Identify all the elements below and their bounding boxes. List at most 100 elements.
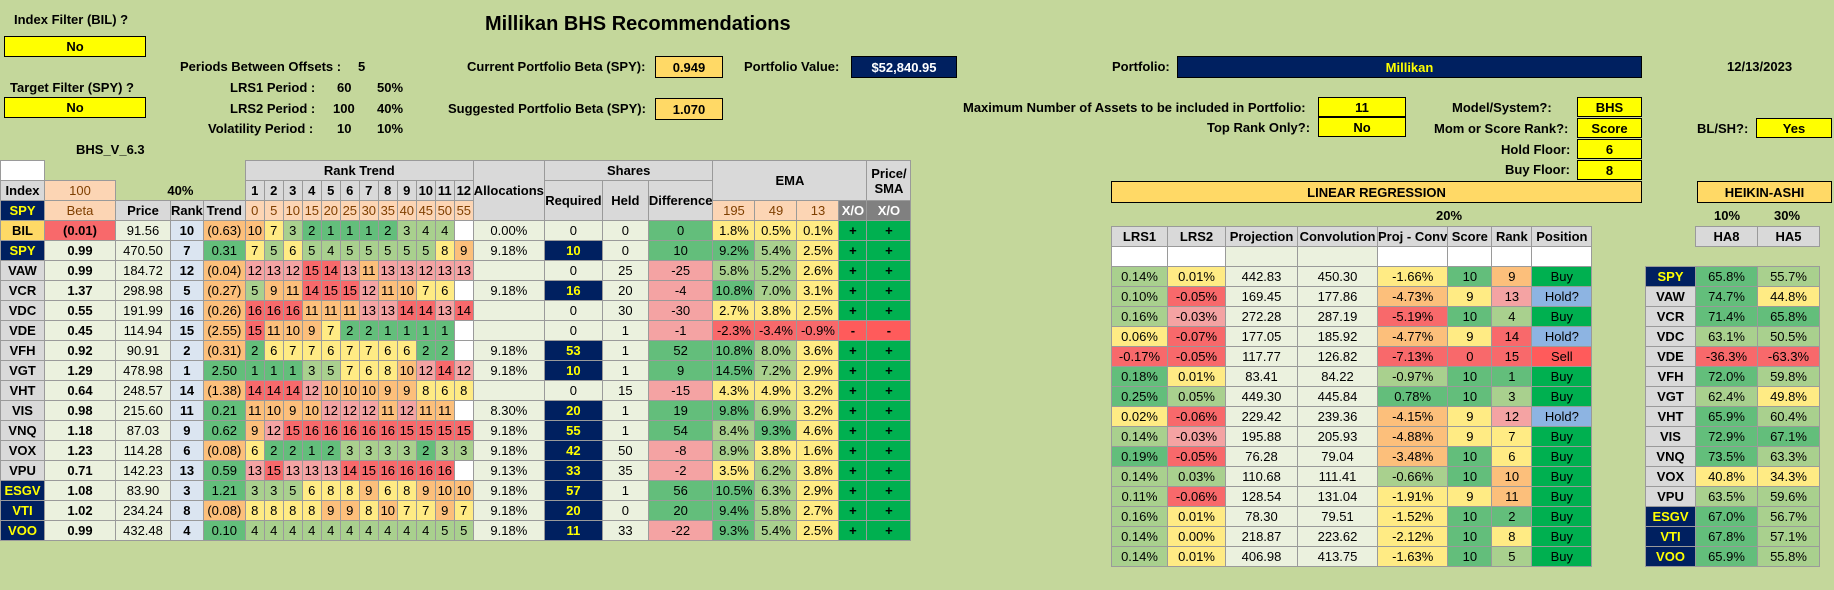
beta-header: Beta bbox=[44, 200, 116, 221]
position[interactable]: Buy bbox=[1531, 266, 1593, 287]
rank-trend-cell: 5 bbox=[263, 240, 284, 261]
table-row: VIS 0.98 215.60 11 0.21 11 10 9 10 12 12 12 11 12 11 11… bbox=[0, 400, 912, 421]
position[interactable]: Buy bbox=[1531, 526, 1593, 547]
ha8: 67.0% bbox=[1695, 506, 1758, 527]
rank-trend-cell: 10 bbox=[320, 380, 341, 401]
portfolio-name[interactable]: Millikan bbox=[1177, 56, 1642, 78]
position[interactable]: Hold? bbox=[1531, 326, 1593, 347]
ticker[interactable]: VTI bbox=[0, 500, 45, 521]
ema-xo: + bbox=[838, 280, 868, 301]
rank-trend-offset-10: 50 bbox=[434, 200, 455, 221]
position[interactable]: Sell bbox=[1531, 346, 1593, 367]
ema-13: 4.6% bbox=[796, 420, 840, 441]
projection: 442.83 bbox=[1225, 266, 1298, 287]
ema-49: 5.2% bbox=[754, 260, 798, 281]
lrs2: 0.00% bbox=[1167, 526, 1226, 547]
buy-floor-value[interactable]: 8 bbox=[1577, 160, 1642, 180]
lrs2: -0.03% bbox=[1167, 306, 1226, 327]
score: 10 bbox=[1447, 386, 1493, 407]
lrs1: 0.25% bbox=[1111, 386, 1168, 407]
rank-trend-num-9: 9 bbox=[396, 180, 417, 201]
rank-trend-cell: 4 bbox=[263, 520, 284, 541]
allocation: 8.30% bbox=[472, 400, 545, 421]
hold-floor-value[interactable]: 6 bbox=[1577, 139, 1642, 159]
ema-header: EMA bbox=[712, 160, 868, 201]
target-filter-value[interactable]: No bbox=[4, 97, 146, 118]
ticker[interactable]: VIS bbox=[0, 400, 45, 421]
lrs1: 0.14% bbox=[1111, 546, 1168, 567]
shares-difference: 0 bbox=[647, 220, 714, 241]
beta: 1.29 bbox=[44, 360, 116, 381]
projection bbox=[1225, 246, 1298, 267]
lr-rank: 14 bbox=[1491, 326, 1533, 347]
index-filter-label: Index Filter (BIL) ? bbox=[14, 12, 129, 27]
ticker[interactable]: VPU bbox=[0, 460, 45, 481]
position[interactable]: Buy bbox=[1531, 506, 1593, 527]
rank-trend-offset-2: 10 bbox=[282, 200, 303, 221]
position[interactable]: Buy bbox=[1531, 446, 1593, 467]
ticker[interactable]: VAW bbox=[0, 260, 45, 281]
top-rank-value[interactable]: No bbox=[1318, 117, 1406, 137]
rank-trend-cell: 5 bbox=[339, 240, 360, 261]
mom-score-value[interactable]: Score bbox=[1577, 118, 1642, 138]
ticker[interactable]: ESGV bbox=[0, 480, 45, 501]
position[interactable] bbox=[1531, 246, 1593, 267]
rank-trend-cell: 6 bbox=[301, 480, 322, 501]
convolution: 413.75 bbox=[1297, 546, 1378, 567]
lrs2-header: LRS2 bbox=[1167, 226, 1226, 247]
rank-trend-cell: 5 bbox=[377, 240, 398, 261]
lr-table-row: 0.14% 0.01% 406.98 413.75 -1.63% 10 5 Buy bbox=[1111, 546, 1593, 567]
position[interactable]: Buy bbox=[1531, 306, 1593, 327]
position[interactable]: Buy bbox=[1531, 466, 1593, 487]
ticker[interactable]: VOX bbox=[0, 440, 45, 461]
ticker[interactable]: VGT bbox=[0, 360, 45, 381]
rank-trend-cell: 8 bbox=[434, 240, 455, 261]
ticker[interactable]: VDE bbox=[0, 320, 45, 341]
index-filter-value[interactable]: No bbox=[4, 36, 146, 57]
table-row: VHT 0.64 248.57 14 (1.38) 14 14 14 12 10 10 10 9 9 8 6 8… bbox=[0, 380, 912, 401]
rank-trend-cell: 9 bbox=[377, 380, 398, 401]
position[interactable]: Buy bbox=[1531, 546, 1593, 567]
ticker[interactable]: VDC bbox=[0, 300, 45, 321]
convolution-header: Convolution bbox=[1297, 226, 1378, 247]
rank-trend-cell: 6 bbox=[320, 340, 341, 361]
rank-trend-cell: 12 bbox=[263, 420, 284, 441]
ema-xo: + bbox=[838, 340, 868, 361]
rank-trend-cell: 16 bbox=[415, 460, 436, 481]
ticker[interactable]: VHT bbox=[0, 380, 45, 401]
rank-trend-cell: 12 bbox=[453, 360, 474, 381]
lr-rank: 2 bbox=[1491, 506, 1533, 527]
position[interactable]: Hold? bbox=[1531, 406, 1593, 427]
trend: 0.62 bbox=[202, 420, 246, 441]
ticker[interactable]: VCR bbox=[0, 280, 45, 301]
table-row: VTI 1.02 234.24 8 (0.08) 8 8 8 8 9 9 8 10 7 7 9 7 9.18% 20… bbox=[0, 500, 912, 521]
shares-held: 30 bbox=[601, 300, 649, 321]
position[interactable]: Buy bbox=[1531, 366, 1593, 387]
table-row: ESGV 1.08 83.90 3 1.21 3 3 5 6 8 8 9 6 8 9 10 10 9.18% 57 1… bbox=[0, 480, 912, 501]
shares-difference: -1 bbox=[647, 320, 714, 341]
ticker[interactable]: VNQ bbox=[0, 420, 45, 441]
beta: 0.99 bbox=[44, 240, 116, 261]
projection: 272.28 bbox=[1225, 306, 1298, 327]
max-assets-value[interactable]: 11 bbox=[1318, 97, 1406, 117]
beta: 1.08 bbox=[44, 480, 116, 501]
lrs1-period-label: LRS1 Period : bbox=[230, 80, 316, 95]
ema-xo: + bbox=[838, 520, 868, 541]
volatility-period-label: Volatility Period : bbox=[208, 121, 314, 136]
rank: 13 bbox=[170, 460, 204, 481]
rank-trend-cell: 9 bbox=[320, 500, 341, 521]
position[interactable]: Hold? bbox=[1531, 286, 1593, 307]
position[interactable]: Buy bbox=[1531, 426, 1593, 447]
ticker[interactable]: BIL bbox=[0, 220, 45, 241]
position[interactable]: Buy bbox=[1531, 386, 1593, 407]
ema-13: 3.8% bbox=[796, 460, 840, 481]
ticker[interactable]: SPY bbox=[0, 240, 45, 261]
position[interactable]: Buy bbox=[1531, 486, 1593, 507]
rank-trend-cell: 4 bbox=[415, 520, 436, 541]
rank-trend-cell: 12 bbox=[339, 400, 360, 421]
ticker[interactable]: VFH bbox=[0, 340, 45, 361]
blsh-value[interactable]: Yes bbox=[1756, 118, 1832, 138]
ema-49: 7.2% bbox=[754, 360, 798, 381]
ticker[interactable]: VOO bbox=[0, 520, 45, 541]
model-system-value[interactable]: BHS bbox=[1577, 97, 1642, 117]
